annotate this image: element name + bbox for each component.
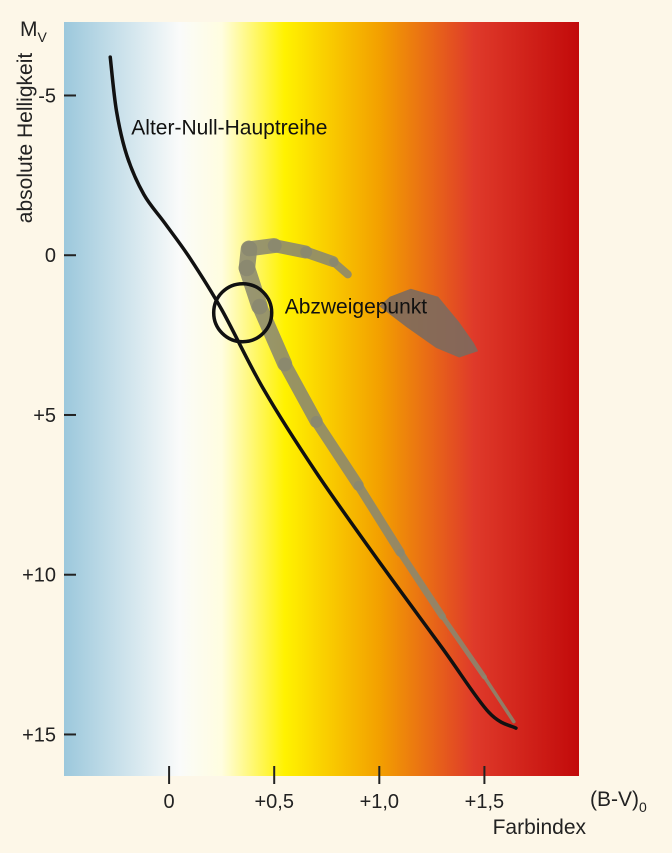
giant-branch-region <box>379 288 479 358</box>
y-tick-label: 0 <box>45 245 56 267</box>
x-tick-label: +0,5 <box>254 791 293 813</box>
cluster-sequence-segment <box>439 613 487 680</box>
cluster-sequence-segment <box>278 357 323 428</box>
zams-label: Alter-Null-Hauptreihe <box>131 116 327 139</box>
axes-layer: -5 0 +5 +10 +15 0 +0,5 +1,0 +1,5 <box>22 85 504 813</box>
y-tick-label: +15 <box>22 724 56 746</box>
plot-background <box>64 22 579 776</box>
turnoff-circle <box>211 281 274 344</box>
cluster-sequence-segment <box>310 415 364 491</box>
cluster-sequence-segment <box>300 246 339 268</box>
cluster-sequence-segment <box>482 675 516 724</box>
y-tick-label: +5 <box>33 405 56 427</box>
x-unit-label: (B-V)0 <box>590 788 647 815</box>
y-unit-label: MV <box>20 18 48 45</box>
x-axis-title: Farbindex <box>493 816 587 839</box>
series-layer <box>108 55 518 730</box>
cluster-sequence-segment <box>396 548 446 620</box>
y-tick-label: -5 <box>38 85 56 107</box>
cluster-sequence-segment <box>353 480 405 557</box>
zams-line <box>108 55 518 730</box>
x-tick-label: 0 <box>164 791 175 813</box>
x-tick-label: +1,5 <box>465 791 504 813</box>
x-unit-subscript: 0 <box>639 799 647 815</box>
y-axis-title: absolute Helligkeit <box>14 53 37 224</box>
y-unit-subscript: V <box>38 29 48 45</box>
cluster-sequence-segment <box>252 298 293 372</box>
turnoff-label: Abzweigepunkt <box>285 295 428 318</box>
x-tick-label: +1,0 <box>360 791 399 813</box>
cluster-sequence-segment <box>329 257 352 279</box>
y-tick-label: +10 <box>22 565 56 587</box>
